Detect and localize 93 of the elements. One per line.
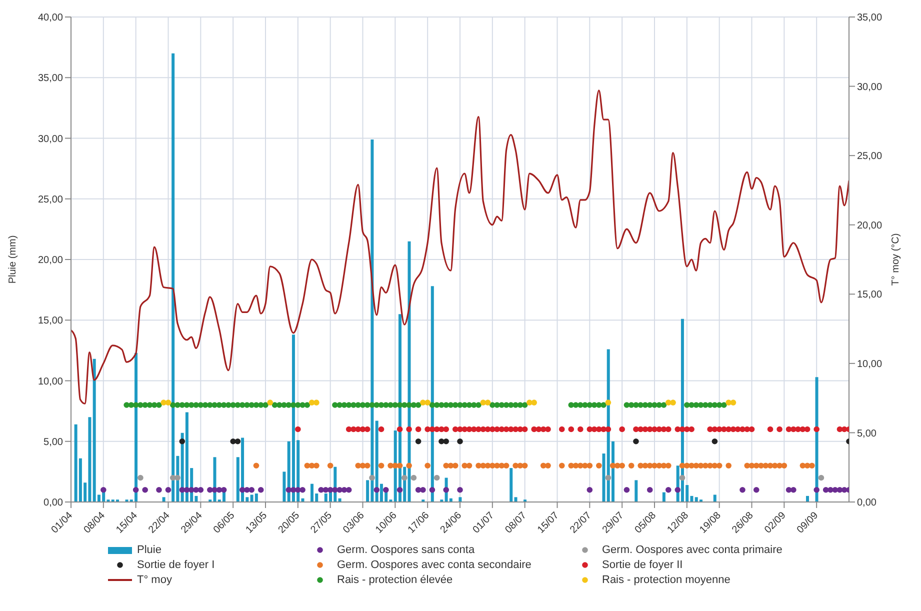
y-tick-label: 5,00 (44, 436, 64, 448)
y2-tick-label: 15,00 (857, 290, 882, 301)
point (396, 486, 403, 493)
point (434, 474, 440, 481)
bar (282, 472, 286, 502)
point (174, 474, 180, 481)
y-tick-label: 30,00 (38, 134, 64, 145)
point (679, 474, 686, 481)
bar (662, 492, 666, 502)
point (457, 486, 463, 493)
point (457, 438, 463, 444)
point (814, 486, 820, 493)
point (314, 400, 320, 406)
point (156, 486, 162, 493)
legend-label: Sortie de foyer II (602, 559, 683, 571)
point (818, 474, 824, 481)
y2-tick-label: 20,00 (857, 220, 882, 232)
point (726, 400, 732, 406)
y-tick-label: 0,00 (44, 498, 64, 509)
point (198, 486, 204, 493)
bar (815, 377, 818, 502)
bar (458, 497, 462, 502)
point (258, 486, 264, 493)
point (605, 474, 612, 481)
point (712, 438, 718, 444)
line-series (71, 90, 849, 404)
point (443, 438, 450, 444)
point (531, 400, 537, 406)
y-axis-title: Pluie (mm) (8, 235, 19, 284)
point (138, 474, 144, 481)
point (374, 486, 380, 493)
y-tick-label: 10,00 (38, 376, 64, 388)
bar (806, 496, 810, 502)
bar (634, 480, 638, 502)
bar (162, 497, 166, 502)
legend-label: Rais - protection élevée (337, 574, 453, 586)
point (383, 486, 389, 493)
point (586, 486, 593, 493)
point (165, 400, 172, 406)
point (234, 438, 241, 444)
point (165, 486, 172, 493)
point (179, 438, 186, 444)
legend-label: Germ. Oospores sans conta (337, 544, 475, 556)
point (132, 486, 139, 493)
legend-label: Germ. Oospores avec conta secondaire (337, 559, 532, 571)
y2-tick-label: 25,00 (857, 151, 882, 162)
y2-tick-label: 35,00 (857, 12, 882, 24)
legend-label: Sortie de foyer I (137, 559, 215, 571)
y2-tick-label: 5,00 (857, 428, 877, 440)
y-tick-label: 40,00 (38, 12, 64, 24)
point (605, 400, 612, 406)
point (300, 486, 306, 493)
bar (713, 494, 716, 502)
bar (514, 497, 518, 502)
point (420, 486, 426, 493)
y-tick-label: 35,00 (38, 73, 64, 84)
point (429, 486, 436, 493)
point (100, 486, 106, 493)
point (753, 486, 760, 493)
bar (602, 454, 606, 502)
legend-label: Rais - protection moyenne (602, 574, 730, 586)
point (646, 486, 653, 493)
point (267, 400, 274, 406)
bar (254, 494, 258, 502)
y-tick-label: 20,00 (38, 255, 64, 266)
point (674, 486, 681, 493)
point (410, 474, 417, 481)
bar (172, 53, 175, 502)
point (142, 486, 148, 493)
legend-label: T° moy (137, 574, 172, 586)
point (624, 486, 630, 493)
point (415, 438, 422, 444)
point (790, 486, 796, 493)
point (369, 474, 375, 481)
point (402, 474, 408, 481)
point (730, 400, 736, 406)
y2-tick-label: 30,00 (857, 82, 882, 93)
point (248, 486, 255, 493)
point (424, 400, 430, 406)
bar (510, 468, 513, 502)
point (443, 486, 450, 493)
point (633, 438, 639, 444)
point (665, 486, 672, 493)
y2-tick-label: 0,00 (857, 498, 877, 509)
y2-tick-label: 10,00 (857, 358, 882, 370)
legend-label: Pluie (137, 544, 162, 556)
point (670, 400, 676, 406)
bar (430, 286, 434, 502)
point (740, 486, 746, 493)
legend-label: Germ. Oospores avec conta primaire (602, 544, 782, 556)
y-tick-label: 25,00 (38, 194, 64, 206)
y2-axis-title: T° moy (°C) (890, 233, 902, 286)
y-tick-label: 15,00 (38, 316, 64, 327)
